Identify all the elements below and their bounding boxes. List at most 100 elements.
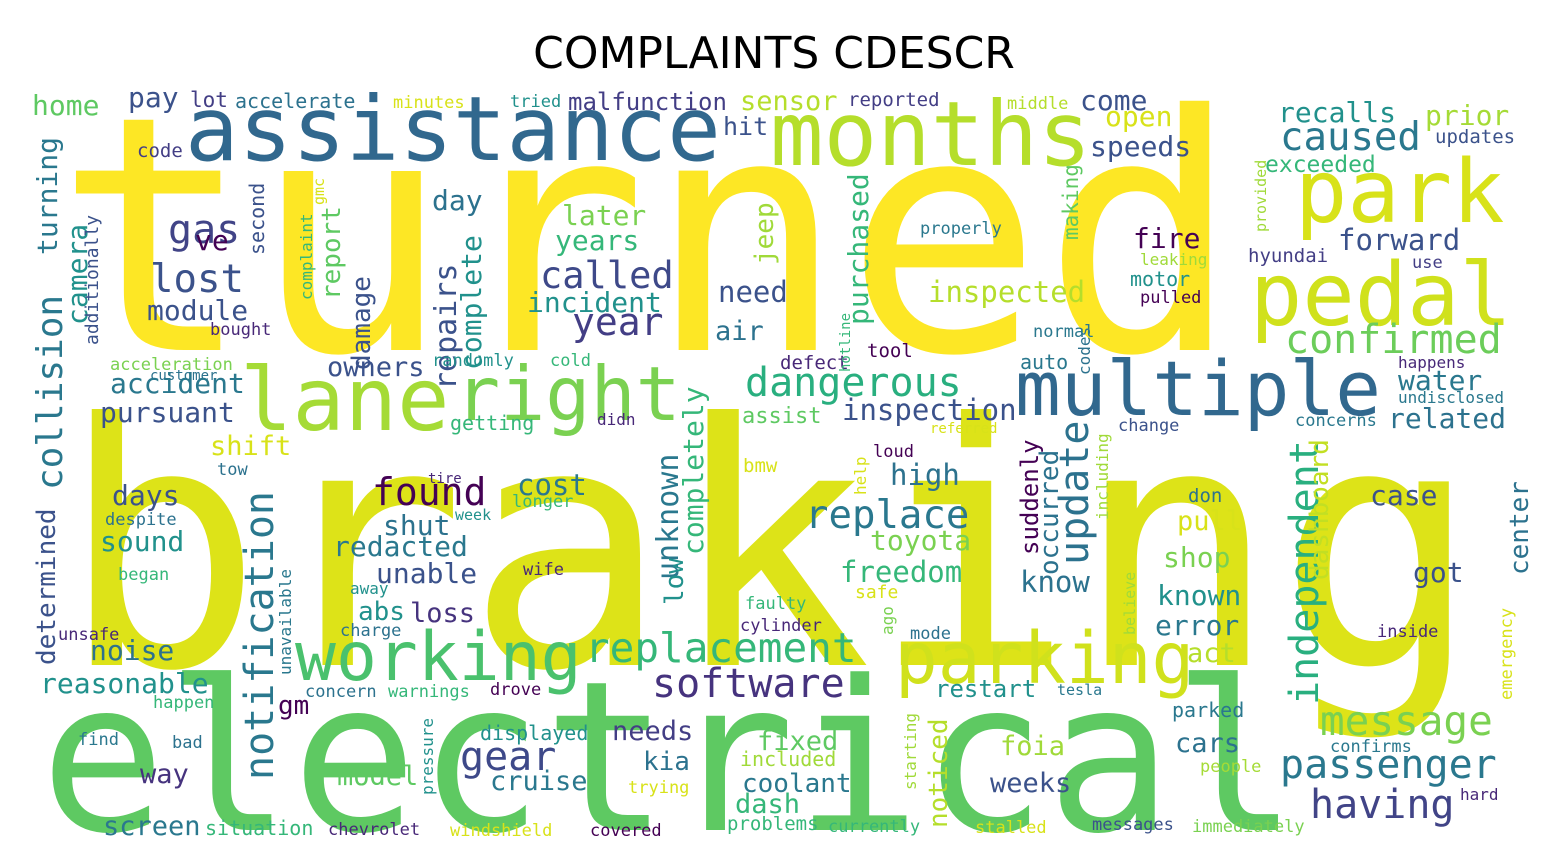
word: messages <box>1092 815 1174 835</box>
word: camera <box>61 224 94 325</box>
word: acceleration <box>110 355 233 375</box>
word: collision <box>30 295 71 490</box>
word: braking <box>60 353 1480 745</box>
word: inspection <box>842 393 1017 427</box>
word: error <box>1155 609 1239 642</box>
word: years <box>555 224 639 257</box>
word: randomly <box>432 351 514 371</box>
word: know <box>1020 565 1090 599</box>
word: open <box>1105 100 1172 133</box>
word: low <box>660 558 690 605</box>
word: reported <box>848 89 940 111</box>
word: additionally <box>82 215 103 345</box>
word: replace <box>805 493 969 538</box>
word: unknown <box>651 454 686 580</box>
word: complaint <box>297 213 316 300</box>
word: pay <box>128 81 179 114</box>
word: began <box>118 565 169 585</box>
word: needs <box>612 716 693 747</box>
word: tool <box>867 340 913 362</box>
word: pressure <box>418 718 437 795</box>
word: freedom <box>840 555 962 589</box>
word: loud <box>873 442 914 462</box>
word: occurred <box>1035 450 1065 575</box>
word: reasonable <box>40 667 209 700</box>
word: updates <box>1435 126 1515 148</box>
word: passenger <box>1280 742 1497 788</box>
word: windshield <box>450 821 552 841</box>
word: codes <box>1075 327 1094 375</box>
word: hotline <box>838 313 854 372</box>
word: motor <box>1130 267 1190 291</box>
word: second <box>245 183 269 255</box>
word: tried <box>510 92 561 112</box>
word: assist <box>742 404 821 429</box>
word: help <box>851 456 870 495</box>
word: confirms <box>1330 737 1412 757</box>
word: don <box>1188 485 1222 507</box>
word: sensor <box>740 86 838 117</box>
word: message <box>1320 697 1493 745</box>
word: prior <box>1425 99 1509 132</box>
word: working <box>295 618 582 697</box>
word: code <box>137 140 183 162</box>
word: included <box>740 747 836 771</box>
word: problems <box>727 813 819 835</box>
word: ve <box>195 224 229 257</box>
word: suddenly <box>1016 439 1044 555</box>
word: damage <box>347 276 377 370</box>
word: normal <box>1033 322 1094 342</box>
word: malfunction <box>568 88 727 116</box>
word: displayed <box>480 721 588 745</box>
word: cost <box>517 468 587 502</box>
word: module <box>147 294 248 327</box>
word: hard <box>1460 785 1499 804</box>
word: owners <box>327 352 425 383</box>
word: determined <box>32 508 62 665</box>
word: lost <box>150 257 244 302</box>
word: fixed <box>757 726 838 757</box>
word: repairs <box>429 264 464 390</box>
word: noticed <box>924 718 954 828</box>
word: multiple <box>1015 344 1381 433</box>
word: parking <box>895 617 1194 700</box>
word: kia <box>643 747 690 777</box>
word: air <box>715 316 764 347</box>
word: redacted <box>333 530 468 563</box>
word: come <box>1080 84 1147 117</box>
word: speeds <box>1090 130 1191 163</box>
word: shop <box>1163 541 1230 574</box>
word: shut <box>383 509 450 542</box>
word: electrical <box>40 637 1298 867</box>
word: incident <box>527 286 662 319</box>
word: properly <box>920 219 1002 239</box>
word: change <box>1118 416 1179 436</box>
word: turned <box>55 47 1240 428</box>
word: concerns <box>1295 411 1377 431</box>
word: safe <box>855 582 898 603</box>
word: home <box>32 89 99 122</box>
word: accelerate <box>235 89 355 113</box>
word: cruise <box>490 766 588 797</box>
word: dangerous <box>745 360 962 406</box>
word: find <box>78 730 119 750</box>
word: update <box>1052 421 1098 566</box>
word: happens <box>1398 353 1465 372</box>
word: days <box>112 479 179 512</box>
word: noise <box>90 634 174 667</box>
word: faulty <box>745 594 806 614</box>
word: bmw <box>743 455 778 477</box>
word: turning <box>31 137 64 255</box>
word: day <box>432 184 483 217</box>
word: known <box>1157 579 1241 612</box>
word: unsafe <box>58 625 119 645</box>
word: immediately <box>1192 817 1305 837</box>
word: charge <box>340 621 401 641</box>
word: parked <box>1172 698 1244 722</box>
word: getting <box>450 411 534 435</box>
word: dashboard <box>1305 439 1335 580</box>
word: week <box>455 506 491 524</box>
word: referred <box>930 421 997 437</box>
word: happen <box>153 693 214 713</box>
